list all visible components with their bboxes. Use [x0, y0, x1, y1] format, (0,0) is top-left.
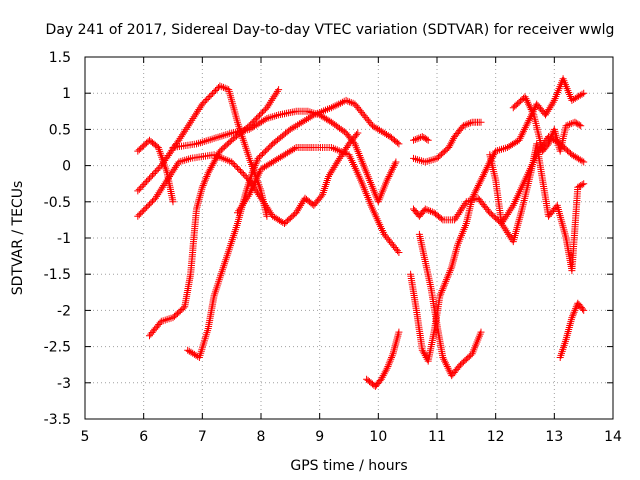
x-tick-label: 12 — [487, 429, 505, 445]
y-tick-label: -1 — [57, 231, 71, 247]
x-tick-label: 13 — [545, 429, 563, 445]
series-s4 — [146, 86, 283, 340]
y-tick-label: 1 — [62, 86, 71, 102]
y-tick-label: -1.5 — [44, 267, 71, 283]
series-s13 — [415, 230, 485, 380]
y-tick-label: -2 — [57, 303, 71, 319]
data-point-markers — [234, 144, 403, 256]
x-tick-label: 8 — [257, 429, 266, 445]
data-point-markers — [410, 133, 432, 144]
y-tick-label: 0.5 — [49, 122, 71, 138]
data-point-markers — [146, 86, 283, 340]
series-s9 — [410, 133, 432, 144]
y-tick-label: -3 — [57, 376, 71, 392]
data-point-markers — [410, 118, 485, 166]
x-tick-label: 14 — [604, 429, 622, 445]
chart-title: Day 241 of 2017, Sidereal Day-to-day VTE… — [46, 22, 615, 38]
data-point-markers — [556, 299, 588, 361]
y-tick-label: 0 — [62, 159, 71, 175]
series-s16 — [556, 299, 588, 361]
x-tick-label: 5 — [81, 429, 90, 445]
data-point-markers — [363, 328, 403, 390]
y-axis-label: SDTVAR / TECUs — [10, 181, 26, 296]
series-s7 — [234, 144, 403, 256]
series-s15 — [509, 93, 585, 155]
data-point-markers — [486, 140, 588, 275]
y-tick-label: -2.5 — [44, 340, 71, 356]
series-s6 — [169, 107, 400, 206]
axis-ticks: 5 6 7 8 9 10 11 12 13 14 1.5 1 0.5 0 -0.5 -1 -1.5 -2 -2.5 -… — [44, 50, 622, 445]
x-axis-label: GPS time / hours — [290, 458, 407, 474]
x-tick-label: 9 — [315, 429, 324, 445]
y-tick-label: 1.5 — [49, 50, 71, 66]
series-s8 — [363, 328, 403, 390]
data-point-markers — [415, 230, 485, 380]
x-tick-label: 6 — [139, 429, 148, 445]
y-tick-label: -0.5 — [44, 195, 71, 211]
data-point-markers — [169, 107, 400, 206]
x-tick-label: 11 — [428, 429, 446, 445]
series-s14 — [486, 140, 588, 275]
data-series — [134, 75, 588, 390]
series-s11 — [410, 118, 485, 166]
y-tick-label: -3.5 — [44, 412, 71, 428]
data-point-markers — [509, 93, 585, 155]
grid-lines — [85, 57, 613, 419]
x-tick-label: 7 — [198, 429, 207, 445]
x-tick-label: 10 — [369, 429, 387, 445]
